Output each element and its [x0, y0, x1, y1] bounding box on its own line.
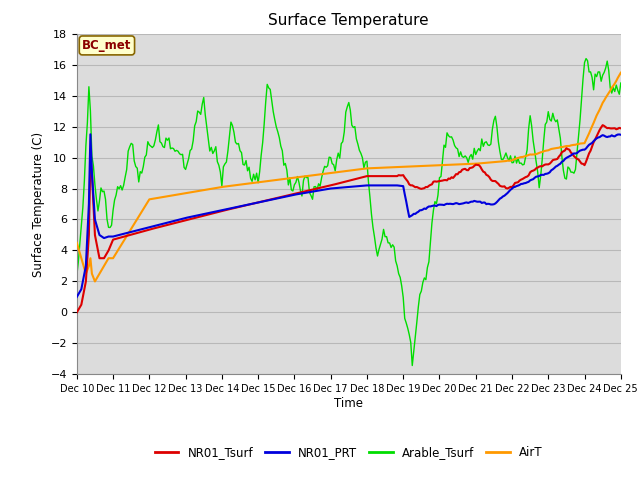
Text: BC_met: BC_met [82, 39, 132, 52]
Title: Surface Temperature: Surface Temperature [269, 13, 429, 28]
X-axis label: Time: Time [334, 397, 364, 410]
Y-axis label: Surface Temperature (C): Surface Temperature (C) [32, 132, 45, 276]
Legend: NR01_Tsurf, NR01_PRT, Arable_Tsurf, AirT: NR01_Tsurf, NR01_PRT, Arable_Tsurf, AirT [150, 442, 548, 464]
